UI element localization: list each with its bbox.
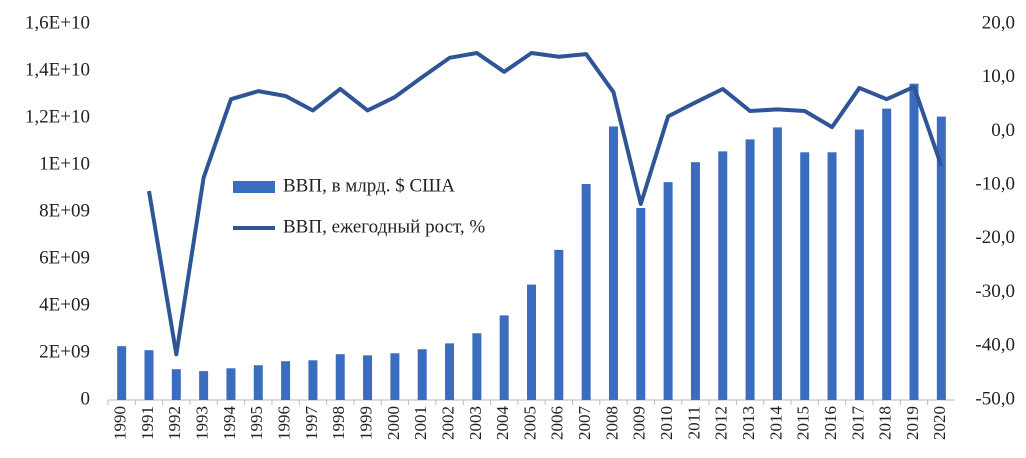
y-tick-label: 2E+09	[39, 341, 90, 362]
y-tick-label: 1E+10	[39, 153, 90, 174]
x-tick-label: 1998	[329, 406, 348, 440]
bar	[936, 116, 946, 400]
bar	[253, 365, 263, 400]
y2-tick-label: -50,0	[975, 388, 1015, 409]
bar	[335, 354, 345, 400]
x-tick-label: 2013	[739, 406, 758, 440]
x-tick-label: 1994	[220, 406, 239, 441]
bar	[718, 151, 728, 400]
y-tick-label: 8E+09	[39, 200, 90, 221]
y2-tick-label: 20,0	[982, 12, 1015, 33]
bar	[445, 343, 455, 400]
bar	[882, 108, 892, 400]
bar	[690, 162, 700, 400]
y2-tick-label: -10,0	[975, 174, 1015, 195]
x-tick-label: 2019	[903, 406, 922, 440]
bar	[554, 249, 564, 400]
bar	[171, 369, 181, 400]
x-tick-label: 2003	[466, 406, 485, 440]
x-tick-label: 2009	[630, 406, 649, 440]
bar	[608, 126, 618, 401]
y-tick-label: 1,2E+10	[25, 106, 90, 127]
bar	[636, 208, 646, 400]
x-tick-label: 2002	[438, 406, 457, 440]
bar	[581, 184, 591, 400]
x-tick-label: 2015	[794, 406, 813, 440]
bar	[144, 350, 154, 400]
x-tick-label: 1990	[111, 406, 130, 440]
x-tick-label: 1991	[138, 406, 157, 440]
bar	[472, 333, 482, 400]
x-tick-label: 2000	[384, 406, 403, 440]
bar	[663, 182, 673, 400]
x-tick-label: 2008	[602, 406, 621, 440]
legend-label: ВВП, в млрд. $ США	[283, 175, 455, 196]
bar	[226, 368, 236, 400]
bar	[363, 355, 373, 400]
y2-tick-label: 10,0	[982, 66, 1015, 87]
y-tick-label: 1,4E+10	[25, 59, 90, 80]
x-tick-label: 1993	[193, 406, 212, 440]
x-tick-label: 2005	[520, 406, 539, 440]
y-tick-label: 1,6E+10	[25, 12, 90, 33]
x-tick-label: 1996	[275, 406, 294, 440]
y2-tick-label: 0,0	[991, 120, 1015, 141]
x-tick-label: 2006	[548, 406, 567, 440]
x-tick-label: 1997	[302, 406, 321, 441]
bar	[499, 315, 509, 400]
x-tick-label: 1992	[165, 406, 184, 440]
bar	[772, 127, 782, 401]
y-tick-label: 6E+09	[39, 247, 90, 268]
x-tick-label: 2017	[848, 406, 867, 441]
bar	[854, 129, 864, 400]
line	[147, 51, 944, 357]
bar	[745, 139, 755, 400]
y-tick-label: 0	[81, 388, 91, 409]
x-tick-label: 1995	[247, 406, 266, 440]
bar	[827, 152, 837, 400]
bar	[117, 346, 127, 400]
bar	[800, 152, 810, 400]
y-tick-label: 4E+09	[39, 294, 90, 315]
x-tick-label: 2010	[657, 406, 676, 440]
x-tick-label: 2011	[684, 406, 703, 439]
x-tick-label: 2007	[575, 406, 594, 441]
x-tick-label: 2020	[930, 406, 949, 440]
bar	[390, 353, 400, 400]
bar	[199, 371, 209, 400]
x-tick-label: 2004	[493, 406, 512, 441]
legend-label: ВВП, ежегодный рост, %	[283, 216, 485, 237]
y2-tick-label: -30,0	[975, 281, 1015, 302]
bar	[527, 284, 536, 400]
x-tick-label: 2016	[821, 406, 840, 440]
y2-tick-label: -40,0	[975, 335, 1015, 356]
bar	[417, 349, 427, 400]
legend-swatch	[233, 181, 275, 193]
x-tick-label: 1999	[356, 406, 375, 440]
x-tick-label: 2014	[766, 406, 785, 441]
bar	[281, 361, 291, 400]
bar	[308, 360, 318, 400]
x-tick-label: 2001	[411, 406, 430, 440]
y2-tick-label: -20,0	[975, 227, 1015, 248]
x-tick-label: 2012	[712, 406, 731, 440]
bar	[909, 83, 919, 400]
x-tick-label: 2018	[876, 406, 895, 440]
